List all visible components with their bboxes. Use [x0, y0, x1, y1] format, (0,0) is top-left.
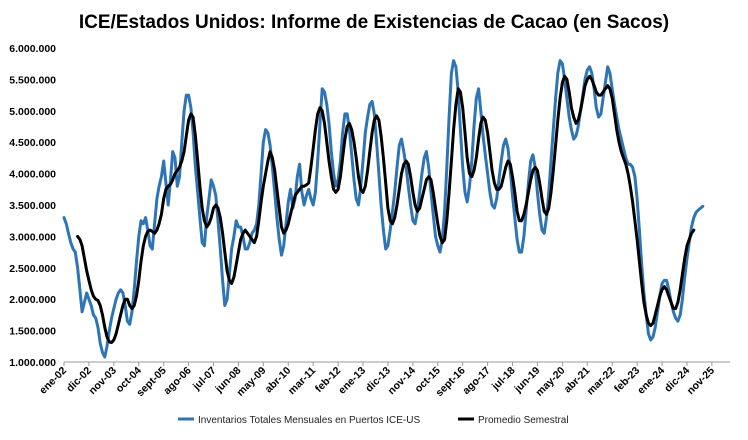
y-tick-label: 1.000.000	[9, 357, 56, 369]
legend-label-promedio: Promedio Semestral	[478, 415, 569, 426]
y-tick-label: 2.000.000	[9, 294, 56, 306]
legend: Inventarios Totales Mensuales en Puertos…	[178, 415, 569, 426]
y-tick-label: 4.500.000	[9, 137, 56, 149]
y-tick-label: 4.000.000	[9, 169, 56, 181]
y-tick-label: 2.500.000	[9, 263, 56, 275]
series-group	[62, 59, 705, 359]
y-tick-label: 5.500.000	[9, 74, 56, 86]
y-axis-ticks: 1.000.000 1.500.000 2.000.000 2.500.000 3.00…	[9, 43, 56, 369]
y-tick-label: 5.000.000	[9, 106, 56, 118]
legend-label-inventarios: Inventarios Totales Mensuales en Puertos…	[198, 415, 420, 426]
series-line-inventarios	[62, 59, 705, 359]
series-line-promedio-semestral	[76, 74, 696, 344]
chart-title: ICE/Estados Unidos: Informe de Existenci…	[79, 12, 669, 33]
y-tick-label: 3.000.000	[9, 231, 56, 243]
y-tick-label: 1.500.000	[9, 326, 56, 338]
y-tick-label: 3.500.000	[9, 200, 56, 212]
y-tick-label: 6.000.000	[9, 43, 56, 55]
